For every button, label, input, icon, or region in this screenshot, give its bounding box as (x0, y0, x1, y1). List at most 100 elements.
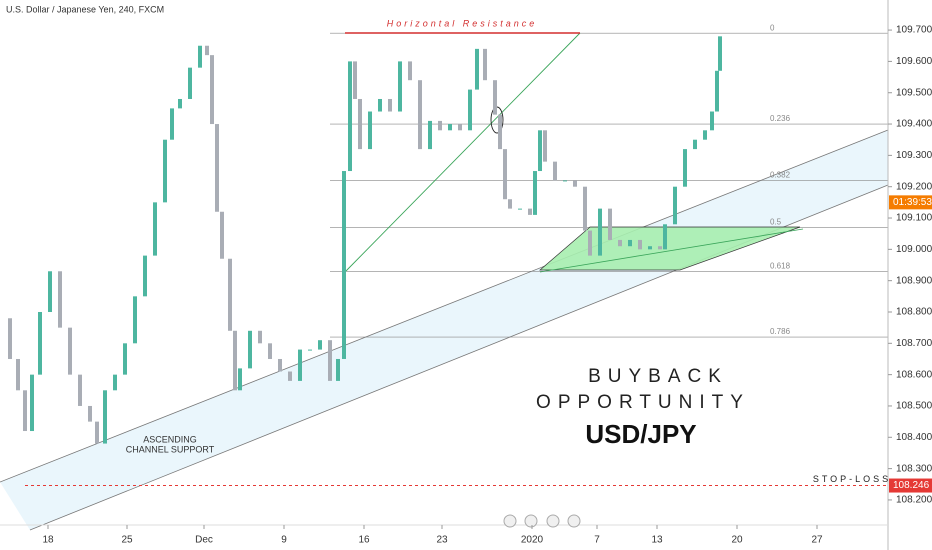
buyback-label: BUYBACK (588, 366, 728, 387)
candle (533, 171, 537, 215)
candle (398, 61, 402, 112)
candle (248, 330, 252, 369)
x-tick-label: 18 (42, 535, 54, 546)
candle (215, 124, 219, 212)
candle (475, 48, 479, 90)
candle (543, 130, 547, 162)
candle (503, 149, 507, 200)
candle (16, 358, 20, 391)
candle (298, 349, 302, 381)
candle (563, 180, 567, 182)
y-tick-label: 109.600 (896, 56, 932, 67)
candle (23, 390, 27, 432)
y-tick-label: 108.400 (896, 432, 932, 443)
resistance-label: Horizontal Resistance (387, 18, 538, 28)
candle (438, 120, 442, 131)
candle (498, 114, 502, 150)
buy-zone (539, 226, 801, 271)
candle (308, 349, 312, 351)
candle (278, 358, 282, 372)
candle (710, 111, 714, 131)
y-tick-label: 109.300 (896, 150, 932, 161)
candle (68, 327, 72, 375)
x-tick-label: 7 (594, 535, 600, 546)
candle (673, 186, 677, 225)
trend-line (344, 32, 581, 273)
candle (648, 246, 652, 250)
candle (588, 230, 592, 256)
candle (493, 80, 497, 115)
x-tick-label: 16 (358, 535, 370, 546)
y-tick-label: 108.500 (896, 401, 932, 412)
fib-label: 0 (770, 23, 775, 32)
candle (538, 130, 542, 172)
y-tick-label: 108.300 (896, 463, 932, 474)
candle (598, 208, 602, 256)
candle (103, 390, 107, 444)
candle (448, 124, 452, 131)
event-icons (503, 514, 581, 528)
fib-label: 0.5 (770, 218, 782, 227)
buy-zone-edge (539, 228, 804, 273)
fib-label: 0.786 (770, 327, 791, 336)
candle (30, 374, 34, 432)
candle (418, 80, 422, 150)
opportunity-label: OPPORTUNITY (536, 392, 750, 413)
candle (618, 239, 622, 247)
x-tick-label: 20 (731, 535, 743, 546)
candle (518, 208, 522, 210)
fib-label: 0.236 (770, 114, 791, 123)
y-tick-label: 109.400 (896, 119, 932, 130)
candle (38, 311, 42, 375)
x-tick-label: Dec (195, 535, 213, 546)
candle (428, 120, 432, 150)
candle (388, 98, 392, 112)
y-tick-label: 108.600 (896, 369, 932, 380)
candle (693, 139, 697, 150)
y-tick-label: 108.200 (896, 495, 932, 506)
x-tick-label: 23 (436, 535, 448, 546)
candle (663, 224, 667, 250)
stop-loss-price: 108.246 (893, 480, 930, 491)
candles (8, 36, 722, 444)
y-tick-label: 108.800 (896, 307, 932, 318)
candle (528, 208, 532, 215)
candle (628, 239, 632, 247)
candle (88, 405, 92, 422)
candle (210, 55, 214, 125)
y-tick-label: 109.000 (896, 244, 932, 255)
fib-label: 0.618 (770, 261, 791, 270)
candle (58, 271, 62, 328)
candle (683, 149, 687, 187)
candle (353, 61, 357, 99)
candle (205, 45, 209, 56)
candle (718, 36, 722, 71)
candle (638, 239, 642, 250)
candle (378, 98, 382, 112)
channel-label: CHANNEL SUPPORT (126, 444, 215, 454)
candle (658, 246, 662, 250)
candle (608, 208, 612, 240)
candle (170, 108, 174, 140)
candle (342, 171, 346, 359)
price-tag (889, 195, 932, 210)
candle (348, 61, 352, 172)
stop-loss-tag (889, 478, 932, 493)
x-tick-label: 25 (121, 535, 133, 546)
candle (95, 421, 99, 444)
candle (328, 340, 332, 381)
candle (198, 45, 202, 68)
candle (8, 318, 12, 359)
x-tick-label: 27 (811, 535, 823, 546)
stop-loss-label: STOP-LOSS (813, 474, 891, 484)
candle (318, 340, 322, 350)
candle (458, 124, 462, 131)
candle (258, 330, 262, 344)
candle (123, 343, 127, 375)
candle (468, 89, 472, 131)
candle (113, 374, 117, 391)
candle (408, 61, 412, 81)
fib-label: 0.382 (770, 171, 791, 180)
channel-label: ASCENDING (143, 434, 197, 444)
